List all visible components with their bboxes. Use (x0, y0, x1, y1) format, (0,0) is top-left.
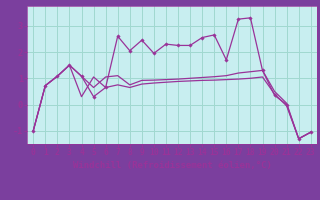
X-axis label: Windchill (Refroidissement éolien,°C): Windchill (Refroidissement éolien,°C) (73, 161, 271, 170)
